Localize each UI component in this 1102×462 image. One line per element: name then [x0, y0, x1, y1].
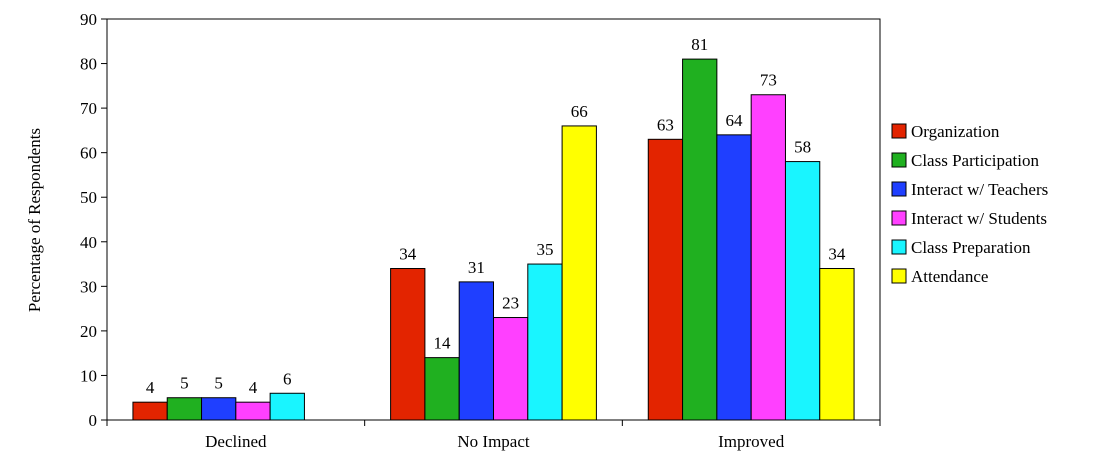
legend-swatch — [891, 152, 907, 168]
y-tick-label: 30 — [80, 277, 97, 296]
bar — [647, 138, 684, 421]
bar-value-label: 6 — [283, 369, 292, 388]
y-tick-label: 80 — [80, 55, 97, 74]
bar-value-label: 81 — [691, 35, 708, 54]
legend-swatch — [891, 239, 907, 255]
legend-label: Class Participation — [911, 151, 1039, 170]
bar — [235, 401, 271, 421]
y-axis: 0 10 20 30 40 50 60 70 80 90 — [80, 10, 107, 430]
bar-value-label: 58 — [794, 138, 811, 157]
y-tick-label: 40 — [80, 233, 97, 252]
bar — [682, 58, 718, 421]
y-tick-label: 90 — [80, 10, 97, 29]
bar-value-label: 31 — [468, 258, 485, 277]
legend-swatch — [891, 210, 907, 226]
bar — [819, 268, 855, 421]
bar — [527, 263, 563, 421]
bar-value-label: 35 — [536, 240, 553, 259]
y-tick-label: 20 — [80, 322, 97, 341]
bar-value-label: 4 — [249, 378, 258, 397]
bar — [458, 281, 495, 421]
x-category-label: Improved — [718, 432, 785, 451]
x-axis: Declined No Impact Improved — [106, 420, 881, 451]
legend-label: Interact w/ Students — [911, 209, 1047, 228]
bar — [201, 397, 237, 421]
legend-swatch — [891, 123, 907, 139]
bar — [269, 392, 305, 421]
y-tick-label: 0 — [89, 411, 98, 430]
y-tick-label: 50 — [80, 188, 97, 207]
y-tick-label: 70 — [80, 99, 97, 118]
bar — [784, 161, 821, 421]
legend-label: Attendance — [911, 267, 988, 286]
bar — [424, 357, 460, 421]
data-labels: 4 5 5 4 6 34 14 31 23 35 66 63 81 64 73 58 34 — [146, 35, 846, 397]
y-axis-title: Percentage of Respondents — [25, 128, 44, 312]
plot-frame — [106, 18, 881, 421]
bar-value-label: 66 — [571, 102, 588, 121]
legend-swatch — [891, 268, 907, 284]
legend-label: Organization — [911, 122, 1000, 141]
bar-value-label: 14 — [434, 334, 452, 353]
x-category-label: No Impact — [457, 432, 530, 451]
bars — [132, 58, 855, 421]
legend-swatch — [891, 181, 907, 197]
bar-value-label: 4 — [146, 378, 155, 397]
bar-value-label: 5 — [214, 374, 223, 393]
legend-label: Interact w/ Teachers — [911, 180, 1048, 199]
bar — [750, 94, 786, 421]
bar-value-label: 23 — [502, 294, 519, 313]
bar — [390, 268, 426, 421]
bar-value-label: 34 — [399, 245, 417, 264]
bar-value-label: 73 — [760, 71, 777, 90]
bar — [716, 134, 752, 421]
bar — [166, 397, 203, 421]
bar-value-label: 34 — [828, 245, 846, 264]
bar — [132, 401, 168, 421]
bar-value-label: 64 — [726, 111, 744, 130]
legend-label: Class Preparation — [911, 238, 1031, 257]
bar-value-label: 63 — [657, 115, 674, 134]
y-tick-label: 10 — [80, 366, 97, 385]
bar-value-label: 5 — [180, 374, 189, 393]
y-tick-label: 60 — [80, 144, 97, 163]
bar — [561, 125, 597, 421]
bar — [493, 317, 529, 421]
x-category-label: Declined — [205, 432, 267, 451]
legend: Organization Class Participation Interact … — [891, 122, 1048, 286]
